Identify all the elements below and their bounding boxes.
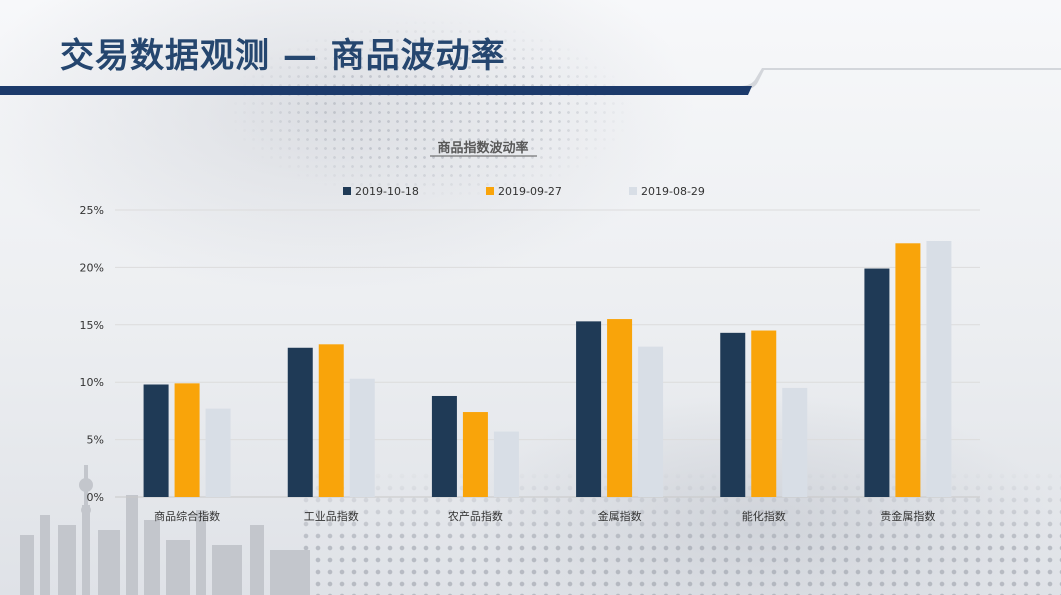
y-tick-label: 15% <box>80 319 104 332</box>
y-tick-label: 25% <box>80 204 104 217</box>
legend-label: 2019-10-18 <box>355 185 419 198</box>
chart-legend: 2019-10-18 2019-09-27 2019-08-29 <box>343 185 705 198</box>
y-tick-label: 10% <box>80 376 104 389</box>
x-tick-label: 商品综合指数 <box>154 509 220 523</box>
bar-1-4 <box>576 321 602 497</box>
x-tick-label: 能化指数 <box>742 509 786 523</box>
bar-1-6 <box>864 268 890 497</box>
page-title: 交易数据观测 — 商品波动率 <box>60 36 506 76</box>
bar-3-4 <box>638 346 664 497</box>
legend-swatch <box>343 187 351 195</box>
legend-label: 2019-08-29 <box>641 185 705 198</box>
bar-2-2 <box>318 344 344 497</box>
chart-axes: 0% 5% 10% 15% 20% 25% 商品综合指数 工业品指数 农产品指数 金属指数 能化指数… <box>80 204 936 523</box>
x-tick-label: 农产品指数 <box>448 509 503 523</box>
bar-3-1 <box>205 408 231 497</box>
bar-1-2 <box>287 347 313 497</box>
y-tick-label: 20% <box>80 261 104 274</box>
x-tick-label: 工业品指数 <box>304 509 359 523</box>
title-underline-rule <box>0 68 1061 95</box>
bar-2-4 <box>607 319 633 497</box>
y-tick-label: 5% <box>87 434 104 447</box>
x-tick-label: 金属指数 <box>598 509 642 523</box>
legend-swatch <box>486 187 494 195</box>
legend-label: 2019-09-27 <box>498 185 562 198</box>
chart-bars <box>143 240 952 497</box>
x-tick-label: 贵金属指数 <box>880 509 935 523</box>
bar-3-6 <box>926 240 952 497</box>
bar-2-1 <box>174 383 200 497</box>
bar-1-5 <box>720 332 746 497</box>
chart-title: 商品指数波动率 <box>437 140 528 156</box>
bar-1-3 <box>431 395 457 497</box>
bar-2-6 <box>895 243 921 497</box>
chart-gridlines <box>115 209 980 498</box>
bar-2-5 <box>751 330 777 497</box>
bar-1-1 <box>143 384 169 497</box>
legend-swatch <box>629 187 637 195</box>
world-map-background <box>150 0 710 240</box>
city-skyline-decoration <box>20 465 310 595</box>
y-tick-label: 0% <box>87 491 104 504</box>
bar-3-5 <box>782 387 808 497</box>
bar-2-3 <box>462 412 488 497</box>
bar-3-2 <box>349 378 375 497</box>
bar-3-3 <box>493 431 519 497</box>
